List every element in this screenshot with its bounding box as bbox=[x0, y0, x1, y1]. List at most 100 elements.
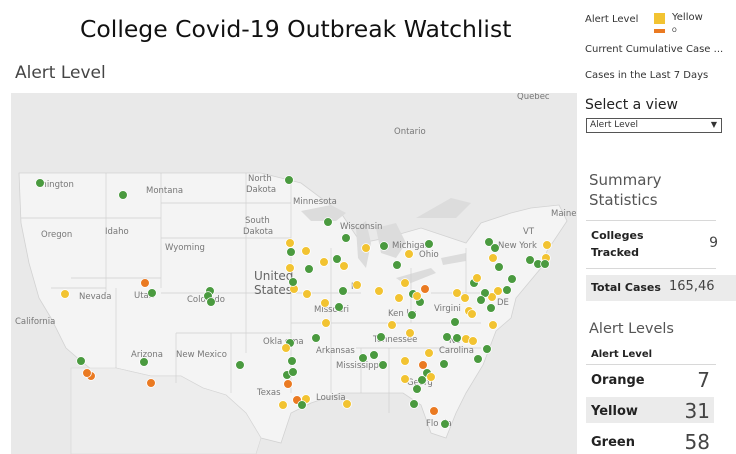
college-marker-green[interactable] bbox=[139, 357, 149, 367]
college-marker-green[interactable] bbox=[118, 190, 128, 200]
college-marker-orange[interactable] bbox=[429, 406, 439, 416]
college-marker-yellow[interactable] bbox=[394, 293, 404, 303]
college-marker-orange[interactable] bbox=[140, 278, 150, 288]
college-marker-green[interactable] bbox=[486, 303, 496, 313]
college-marker-yellow[interactable] bbox=[285, 238, 295, 248]
college-marker-yellow[interactable] bbox=[387, 320, 397, 330]
college-marker-yellow[interactable] bbox=[488, 253, 498, 263]
college-marker-yellow[interactable] bbox=[467, 309, 477, 319]
college-marker-green[interactable] bbox=[424, 239, 434, 249]
college-marker-green[interactable] bbox=[376, 332, 386, 342]
college-marker-green[interactable] bbox=[288, 277, 298, 287]
college-marker-yellow[interactable] bbox=[320, 298, 330, 308]
college-marker-yellow[interactable] bbox=[361, 243, 371, 253]
college-marker-yellow[interactable] bbox=[424, 348, 434, 358]
college-marker-orange[interactable] bbox=[420, 284, 430, 294]
college-marker-green[interactable] bbox=[407, 310, 417, 320]
nav-cumulative-cases[interactable]: Current Cumulative Case ... bbox=[585, 44, 724, 55]
college-marker-green[interactable] bbox=[378, 360, 388, 370]
college-marker-green[interactable] bbox=[147, 288, 157, 298]
college-marker-green[interactable] bbox=[450, 317, 460, 327]
college-marker-green[interactable] bbox=[297, 400, 307, 410]
college-marker-yellow[interactable] bbox=[488, 320, 498, 330]
college-marker-green[interactable] bbox=[284, 175, 294, 185]
college-marker-yellow[interactable] bbox=[542, 240, 552, 250]
college-marker-green[interactable] bbox=[369, 350, 379, 360]
college-marker-yellow[interactable] bbox=[405, 328, 415, 338]
college-marker-yellow[interactable] bbox=[301, 246, 311, 256]
college-marker-green[interactable] bbox=[452, 333, 462, 343]
college-marker-green[interactable] bbox=[35, 178, 45, 188]
college-marker-green[interactable] bbox=[304, 264, 314, 274]
college-marker-green[interactable] bbox=[502, 285, 512, 295]
college-marker-green[interactable] bbox=[476, 295, 486, 305]
college-marker-green[interactable] bbox=[442, 332, 452, 342]
legend-item-yellow[interactable]: Yellow bbox=[672, 12, 703, 23]
college-marker-green[interactable] bbox=[206, 297, 216, 307]
college-marker-green[interactable] bbox=[439, 359, 449, 369]
college-marker-green[interactable] bbox=[76, 356, 86, 366]
total-cases-label: Total Cases bbox=[591, 281, 661, 294]
college-marker-green[interactable] bbox=[494, 262, 504, 272]
college-marker-orange[interactable] bbox=[82, 368, 92, 378]
college-marker-green[interactable] bbox=[490, 243, 500, 253]
nav-last-7-days[interactable]: Cases in the Last 7 Days bbox=[585, 70, 709, 81]
alert-row-green[interactable] bbox=[586, 428, 714, 454]
college-marker-yellow[interactable] bbox=[285, 263, 295, 273]
college-marker-yellow[interactable] bbox=[426, 372, 436, 382]
college-marker-yellow[interactable] bbox=[60, 289, 70, 299]
college-marker-green[interactable] bbox=[417, 375, 427, 385]
college-marker-green[interactable] bbox=[507, 274, 517, 284]
college-marker-green[interactable] bbox=[235, 360, 245, 370]
college-marker-green[interactable] bbox=[358, 353, 368, 363]
college-marker-green[interactable] bbox=[286, 247, 296, 257]
college-marker-yellow[interactable] bbox=[321, 318, 331, 328]
college-marker-green[interactable] bbox=[287, 356, 297, 366]
college-marker-orange[interactable] bbox=[418, 360, 428, 370]
college-marker-green[interactable] bbox=[311, 333, 321, 343]
college-marker-green[interactable] bbox=[341, 233, 351, 243]
college-marker-orange[interactable] bbox=[283, 379, 293, 389]
college-marker-yellow[interactable] bbox=[319, 257, 329, 267]
college-marker-yellow[interactable] bbox=[412, 291, 422, 301]
college-marker-green[interactable] bbox=[412, 384, 422, 394]
college-marker-green[interactable] bbox=[525, 255, 535, 265]
college-marker-yellow[interactable] bbox=[472, 273, 482, 283]
college-marker-green[interactable] bbox=[409, 399, 419, 409]
alert-row-orange[interactable] bbox=[586, 368, 714, 394]
map-view[interactable]: Quebec Ontario shington Montana North Da… bbox=[11, 93, 577, 454]
college-marker-yellow[interactable] bbox=[452, 288, 462, 298]
college-marker-green[interactable] bbox=[473, 354, 483, 364]
college-marker-orange[interactable] bbox=[146, 378, 156, 388]
legend-item-orange[interactable]: O bbox=[672, 27, 677, 33]
college-marker-green[interactable] bbox=[482, 344, 492, 354]
college-marker-green[interactable] bbox=[334, 302, 344, 312]
college-marker-green[interactable] bbox=[338, 286, 348, 296]
college-marker-yellow[interactable] bbox=[400, 356, 410, 366]
college-marker-yellow[interactable] bbox=[374, 286, 384, 296]
alert-row-yellow[interactable] bbox=[586, 397, 714, 423]
college-marker-yellow[interactable] bbox=[342, 399, 352, 409]
college-marker-green[interactable] bbox=[379, 241, 389, 251]
college-marker-green[interactable] bbox=[332, 254, 342, 264]
college-marker-green[interactable] bbox=[440, 419, 450, 429]
view-select-dropdown[interactable]: Alert Level ▼ bbox=[586, 118, 722, 133]
college-marker-yellow[interactable] bbox=[468, 336, 478, 346]
college-marker-yellow[interactable] bbox=[400, 374, 410, 384]
college-marker-yellow[interactable] bbox=[302, 289, 312, 299]
map-label-south-dakota-1: South bbox=[245, 216, 270, 226]
college-marker-green[interactable] bbox=[323, 217, 333, 227]
college-marker-yellow[interactable] bbox=[404, 249, 414, 259]
college-marker-green[interactable] bbox=[540, 259, 550, 269]
college-marker-green[interactable] bbox=[288, 367, 298, 377]
college-marker-yellow[interactable] bbox=[281, 343, 291, 353]
college-marker-green[interactable] bbox=[392, 260, 402, 270]
map-label-florida: Flo da bbox=[426, 419, 452, 429]
college-marker-yellow[interactable] bbox=[460, 293, 470, 303]
college-marker-yellow[interactable] bbox=[400, 278, 410, 288]
college-marker-yellow[interactable] bbox=[493, 286, 503, 296]
college-marker-green[interactable] bbox=[484, 237, 494, 247]
college-marker-yellow[interactable] bbox=[352, 280, 362, 290]
college-marker-yellow[interactable] bbox=[339, 261, 349, 271]
college-marker-yellow[interactable] bbox=[278, 400, 288, 410]
